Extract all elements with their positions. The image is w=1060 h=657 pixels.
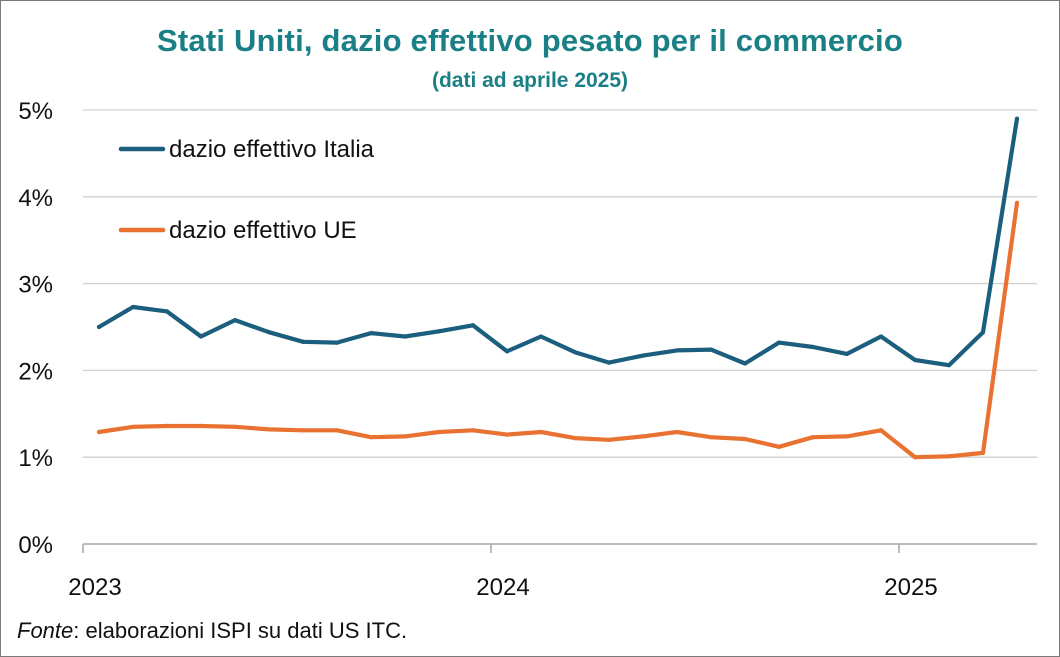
data-point-italia [266, 330, 272, 335]
data-point-italia [708, 347, 714, 352]
data-point-italia [776, 340, 782, 345]
x-tick-label: 2025 [884, 574, 937, 601]
data-point-italia [504, 349, 510, 354]
data-point-italia [878, 334, 884, 339]
y-tick-label: 0% [18, 532, 53, 559]
data-point-ue [640, 434, 646, 439]
data-point-ue [266, 427, 272, 432]
data-point-italia [96, 324, 102, 330]
x-tick-label: 2024 [476, 574, 529, 601]
data-point-ue [980, 450, 986, 455]
y-tick-label: 3% [18, 272, 53, 299]
data-point-ue [164, 423, 170, 429]
data-point-ue [1014, 200, 1020, 205]
legend-label-ue: dazio effettivo UE [169, 217, 357, 244]
data-point-ue [606, 437, 612, 442]
data-point-ue [436, 429, 442, 435]
data-point-ue [844, 434, 850, 439]
data-point-italia [538, 334, 544, 339]
data-point-ue [810, 435, 816, 440]
data-point-italia [334, 340, 340, 345]
data-point-italia [300, 339, 306, 344]
data-point-italia [742, 361, 748, 366]
data-point-ue [708, 435, 714, 440]
data-point-ue [776, 444, 782, 449]
y-tick-label: 1% [18, 445, 53, 472]
data-point-italia [470, 323, 476, 328]
data-point-ue [300, 428, 306, 433]
data-point-ue [912, 455, 918, 460]
data-point-italia [980, 330, 986, 335]
axes: 0% 1% 2% 3% 4% 5% 2023 2024 2025 [18, 98, 1037, 601]
data-point-ue [198, 423, 204, 429]
data-point-ue [96, 429, 102, 435]
data-point-italia [1014, 116, 1020, 121]
data-point-italia [640, 353, 646, 358]
data-point-italia [572, 350, 578, 355]
data-point-ue [368, 435, 374, 440]
data-point-ue [504, 432, 510, 437]
data-point-italia [198, 334, 204, 339]
data-point-ue [674, 429, 680, 435]
data-point-italia [912, 357, 918, 363]
data-point-italia [810, 344, 816, 350]
y-tick-label: 5% [18, 98, 53, 125]
data-point-italia [368, 330, 374, 336]
data-point-ue [742, 436, 748, 442]
source-text: : elaborazioni ISPI su dati US ITC. [73, 618, 408, 643]
data-point-ue [878, 428, 884, 433]
data-point-italia [606, 360, 612, 365]
x-tick-label: 2023 [68, 574, 121, 601]
series-line-ue [96, 200, 1020, 460]
data-point-italia [674, 348, 680, 353]
y-tick-label: 4% [18, 185, 53, 212]
data-point-ue [572, 436, 578, 441]
chart-title: Stati Uniti, dazio effettivo pesato per … [157, 23, 903, 58]
legend: dazio effettivo Italia dazio effettivo UE [118, 136, 375, 244]
data-point-italia [232, 317, 238, 323]
data-point-italia [436, 329, 442, 334]
data-point-ue [232, 424, 238, 429]
legend-label-italia: dazio effettivo Italia [169, 136, 375, 163]
data-point-ue [402, 434, 408, 439]
data-point-italia [844, 351, 850, 357]
chart-subtitle: (dati ad aprile 2025) [431, 69, 629, 92]
data-point-italia [946, 363, 952, 368]
series-lines [96, 116, 1020, 460]
source-label: Fonte [17, 618, 74, 643]
source-note: Fonte: elaborazioni ISPI su dati US ITC. [17, 618, 407, 644]
data-point-italia [164, 309, 170, 314]
data-point-ue [946, 454, 952, 459]
y-tick-label: 2% [18, 358, 53, 385]
data-point-ue [538, 429, 544, 435]
data-point-ue [334, 428, 340, 433]
series-line-italia [96, 116, 1020, 368]
data-point-italia [130, 304, 136, 310]
gridlines [83, 109, 1037, 458]
data-point-italia [402, 334, 408, 339]
data-point-ue [130, 424, 136, 429]
data-point-ue [470, 428, 476, 433]
